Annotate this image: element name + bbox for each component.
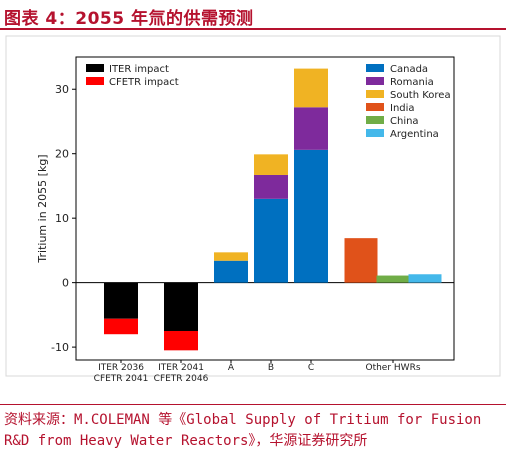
x-tick-label: CFETR 2046	[154, 374, 209, 382]
header-rule	[0, 28, 506, 30]
bar-segment	[214, 260, 248, 283]
figure-title: 图表 4：2055 年氚的供需预测	[4, 9, 254, 29]
legend-label: India	[390, 103, 415, 114]
bar-segment	[104, 318, 138, 335]
bar-other-hwr	[408, 274, 442, 283]
x-tick-label: ITER 2041	[158, 363, 204, 373]
legend-swatch	[86, 64, 104, 72]
bar-segment	[214, 252, 248, 261]
bar-segment	[294, 149, 328, 283]
legend-label: South Korea	[390, 90, 451, 101]
bar-segment	[254, 198, 288, 283]
legend-label: CFETR impact	[109, 77, 179, 88]
legend-label: Romania	[390, 77, 434, 88]
y-tick-label: -10	[51, 341, 69, 354]
y-tick-label: 0	[62, 277, 69, 290]
source-line-2: R&D from Heavy Water Reactors》，华源证券研究所	[4, 433, 368, 449]
bar-segment	[164, 282, 198, 331]
x-tick-label: Other HWRs	[365, 363, 420, 373]
bar-segment	[294, 107, 328, 150]
chart-container: -10 0 10 20 30 Tritium in 2055 [kg] ITER 2036 C…	[0, 30, 506, 384]
bar-segment	[254, 174, 288, 199]
legend-swatch	[366, 129, 384, 137]
bar-segment	[104, 282, 138, 319]
x-tick-label: C	[308, 363, 314, 373]
legend-label: China	[390, 116, 419, 127]
bar-segment	[294, 68, 328, 108]
legend-swatch	[86, 77, 104, 85]
header: 图表 4：2055 年氚的供需预测	[0, 0, 506, 30]
y-axis-label: Tritium in 2055 [kg]	[36, 154, 49, 263]
legend-label: Argentina	[390, 129, 439, 140]
legend-swatch	[366, 116, 384, 124]
bar-other-hwr	[344, 238, 378, 283]
legend-swatch	[366, 90, 384, 98]
source-rule	[0, 404, 506, 405]
bar-segment	[254, 154, 288, 175]
x-tick-label: ITER 2036	[98, 363, 144, 373]
bar-other-hwr	[376, 275, 410, 283]
source-note: 资料来源：M.COLEMAN 等《Global Supply of Tritiu…	[4, 410, 504, 452]
legend-swatch	[366, 103, 384, 111]
legend-label: ITER impact	[109, 64, 169, 75]
y-tick-label: 10	[55, 212, 69, 225]
x-tick-label: CFETR 2041	[94, 374, 149, 382]
chart-frame	[5, 35, 501, 377]
plot-area	[75, 56, 455, 361]
source-line-1: 资料来源：M.COLEMAN 等《Global Supply of Tritiu…	[4, 412, 482, 428]
legend-swatch	[366, 77, 384, 85]
bar-segment	[164, 330, 198, 351]
x-tick-label: B	[268, 363, 274, 373]
legend-label: Canada	[390, 64, 428, 75]
x-tick-label: A	[228, 363, 235, 373]
y-tick-label: 30	[55, 83, 69, 96]
legend-swatch	[366, 64, 384, 72]
y-tick-label: 20	[55, 148, 69, 161]
